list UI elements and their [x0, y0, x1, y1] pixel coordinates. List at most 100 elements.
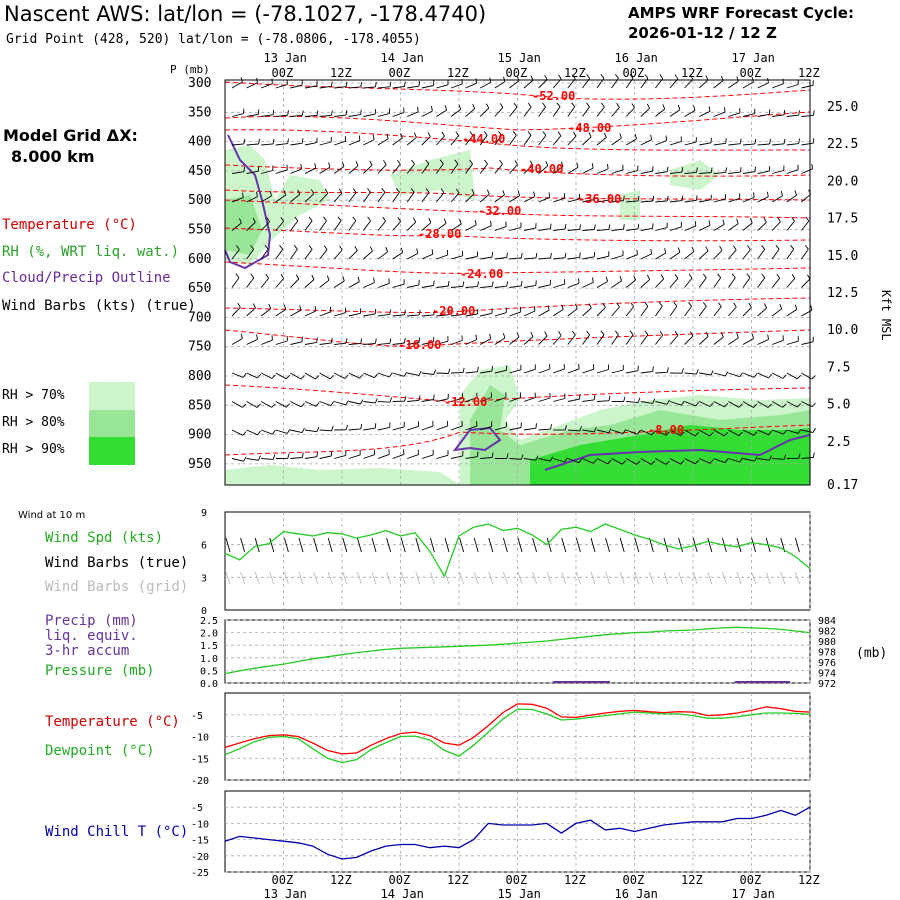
- wind-barb: [582, 167, 594, 174]
- wind-barb-flag: [512, 131, 517, 136]
- wind-barb: [553, 283, 565, 288]
- wind-barb-true: [794, 537, 800, 553]
- wind-barb-flag: [326, 275, 330, 281]
- pressure-axis-label: P (mb): [170, 63, 210, 76]
- wind-barb: [626, 401, 639, 403]
- wind-barb: [742, 429, 754, 436]
- wind-barb-flag: [631, 103, 635, 109]
- wind-barb-true: [283, 537, 289, 553]
- pressure-tick-label: 700: [188, 310, 211, 325]
- time-tick-top: 00Z: [389, 66, 411, 80]
- wind-barb-flag: [345, 400, 349, 406]
- cycle-value: 2026-01-12 / 12 Z: [628, 24, 777, 42]
- wind-barb-flag: [674, 331, 679, 336]
- wind-barb-flag: [753, 373, 758, 378]
- wind-barb: [567, 135, 577, 146]
- wind-barb: [304, 220, 313, 231]
- time-tick-top: 00Z: [506, 66, 528, 80]
- wind-barb-true: [634, 537, 640, 553]
- wind-barb: [392, 191, 400, 203]
- wind-barb: [655, 278, 665, 288]
- wind-barb-flag: [723, 432, 729, 437]
- wind-barb-flag: [725, 371, 729, 377]
- wind-barb-flag: [797, 403, 802, 408]
- wind-barb: [772, 429, 784, 435]
- wind-barb: [231, 277, 240, 288]
- dewpoint-line: [224, 708, 811, 764]
- wind-tick-label: 6: [201, 541, 207, 552]
- wind-barb-flag: [694, 459, 700, 465]
- wind-barb: [392, 283, 405, 288]
- wind-barb: [260, 248, 269, 260]
- wind-barb-flag: [544, 74, 548, 80]
- wind-barb: [290, 220, 299, 231]
- wind-barb: [582, 307, 592, 317]
- wind-barb-flag: [527, 102, 532, 108]
- wind-barb-flag: [791, 216, 795, 222]
- wind-barb-flag: [388, 372, 393, 378]
- wind-barb: [713, 80, 724, 89]
- temp-tick-label: -20: [191, 776, 209, 787]
- wind-barb: [728, 143, 741, 146]
- wind-barb: [509, 427, 522, 431]
- height-axis-label: Kft MSL: [879, 290, 893, 341]
- wind-barb: [261, 170, 273, 174]
- wind-barb: [333, 192, 343, 203]
- wind-barb-flag: [308, 216, 313, 222]
- wind-barb: [231, 429, 243, 436]
- wind-barb-true: [415, 537, 421, 553]
- wind-speed-label: Wind Spd (kts): [45, 530, 164, 546]
- wind-barb: [699, 199, 712, 203]
- wind-barb: [304, 249, 313, 260]
- isotherm-label: -52.00: [532, 89, 575, 103]
- height-tick-label: 5.0: [827, 398, 850, 413]
- pressure-tick-label: 350: [188, 105, 211, 120]
- wind-barb: [261, 458, 274, 460]
- wind-barb: [523, 458, 536, 461]
- wind-barb-flag: [681, 400, 685, 406]
- wind-barb-flag: [623, 224, 625, 230]
- wind-barb-flag: [404, 337, 406, 344]
- wind-barb: [626, 200, 639, 203]
- wind-barb: [509, 257, 522, 260]
- wind-barb-flag: [506, 252, 508, 258]
- cloud-outline: [224, 134, 811, 471]
- height-tick-label: 2.5: [827, 435, 850, 450]
- wind-barb: [319, 249, 328, 260]
- wind-barb: [392, 342, 405, 345]
- wind-barb: [567, 458, 580, 464]
- date-label-bottom: 16 Jan: [615, 887, 658, 900]
- wind-barb: [377, 426, 390, 431]
- wind-barb-grid: [225, 571, 231, 585]
- wind-barb-flag: [633, 275, 637, 281]
- wind-barb: [757, 143, 770, 146]
- wind-barb: [640, 401, 653, 404]
- wind-barb-flag: [300, 163, 302, 170]
- wind-barb-flag: [425, 159, 430, 165]
- wind-barb: [509, 80, 520, 89]
- wind-barb-flag: [768, 373, 773, 379]
- wind-barb-flag: [725, 138, 727, 144]
- wind-barb-flag: [560, 161, 564, 167]
- wind-barb-flag: [314, 163, 317, 169]
- wind-barb: [596, 400, 610, 402]
- wind-barb: [596, 137, 607, 146]
- isotherm-label: -8.00: [648, 423, 684, 437]
- wind-barb-flag: [634, 133, 637, 140]
- wind-barb: [246, 458, 259, 461]
- wind-barb: [640, 253, 652, 260]
- wind-barb: [290, 168, 302, 174]
- wind-barb: [348, 342, 361, 345]
- wind-barb: [625, 334, 634, 345]
- wind10-label: Wind at 10 m: [18, 510, 86, 521]
- wind-barb: [567, 429, 580, 432]
- wind-barb: [567, 166, 579, 174]
- wind-barb-flag: [360, 338, 363, 344]
- wind-barb-flag: [279, 245, 284, 250]
- temp-tick-label: -15: [191, 754, 209, 765]
- wind-barb-flag: [791, 274, 796, 279]
- wind-barb: [479, 193, 490, 203]
- wind-barb-flag: [475, 78, 478, 84]
- wind-barb: [436, 223, 447, 231]
- wind-barb-flag: [564, 252, 567, 258]
